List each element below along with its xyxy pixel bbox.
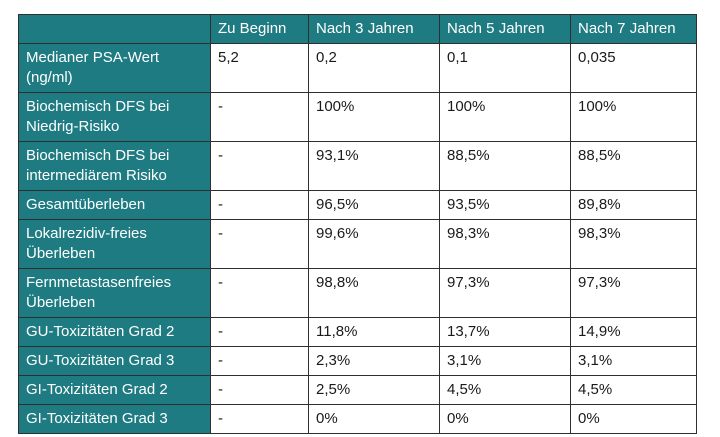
table-cell: 3,1% <box>570 346 697 376</box>
table-cell: 99,6% <box>308 219 440 269</box>
table-row: Biochemisch DFS bei Niedrig-Risiko - 100… <box>18 92 697 142</box>
corner-cell <box>18 14 211 44</box>
table-cell: 0,1 <box>439 43 571 93</box>
row-label: GU-Toxizitäten Grad 2 <box>18 317 211 347</box>
row-label: Fernmetastasenfreies Überleben <box>18 268 211 318</box>
table-cell: 0% <box>570 404 697 434</box>
table-cell: 98,8% <box>308 268 440 318</box>
table-cell: 93,1% <box>308 141 440 191</box>
row-label: GU-Toxizitäten Grad 3 <box>18 346 211 376</box>
table-cell: - <box>210 268 309 318</box>
table-cell: 3,1% <box>439 346 571 376</box>
row-label: Gesamtüberleben <box>18 190 211 220</box>
row-label: Lokalrezidiv-freies Überleben <box>18 219 211 269</box>
results-table-container: Zu Beginn Nach 3 Jahren Nach 5 Jahren Na… <box>18 14 697 434</box>
table-cell: - <box>210 317 309 347</box>
table-cell: 98,3% <box>439 219 571 269</box>
results-table: Zu Beginn Nach 3 Jahren Nach 5 Jahren Na… <box>18 14 697 434</box>
table-row: GI-Toxizitäten Grad 2 - 2,5% 4,5% 4,5% <box>18 375 697 405</box>
table-cell: - <box>210 346 309 376</box>
table-cell: 88,5% <box>570 141 697 191</box>
table-cell: - <box>210 219 309 269</box>
row-label: GI-Toxizitäten Grad 2 <box>18 375 211 405</box>
table-row: GU-Toxizitäten Grad 2 - 11,8% 13,7% 14,9… <box>18 317 697 347</box>
table-cell: 93,5% <box>439 190 571 220</box>
table-cell: 13,7% <box>439 317 571 347</box>
table-cell: - <box>210 375 309 405</box>
table-cell: 4,5% <box>570 375 697 405</box>
column-header-nach-7-jahren: Nach 7 Jahren <box>570 14 697 44</box>
table-cell: - <box>210 141 309 191</box>
table-cell: 0% <box>308 404 440 434</box>
column-header-zu-beginn: Zu Beginn <box>210 14 309 44</box>
table-row: GU-Toxizitäten Grad 3 - 2,3% 3,1% 3,1% <box>18 346 697 376</box>
table-cell: - <box>210 404 309 434</box>
table-cell: 96,5% <box>308 190 440 220</box>
table-cell: 89,8% <box>570 190 697 220</box>
table-cell: 100% <box>308 92 440 142</box>
table-row: GI-Toxizitäten Grad 3 - 0% 0% 0% <box>18 404 697 434</box>
table-cell: 0% <box>439 404 571 434</box>
table-cell: - <box>210 92 309 142</box>
table-cell: 88,5% <box>439 141 571 191</box>
table-row: Lokalrezidiv-freies Überleben - 99,6% 98… <box>18 219 697 269</box>
table-cell: 97,3% <box>439 268 571 318</box>
table-row: Biochemisch DFS bei intermediärem Risiko… <box>18 141 697 191</box>
column-header-nach-5-jahren: Nach 5 Jahren <box>439 14 571 44</box>
table-row: Fernmetastasenfreies Überleben - 98,8% 9… <box>18 268 697 318</box>
table-cell: 0,2 <box>308 43 440 93</box>
table-cell: 100% <box>439 92 571 142</box>
row-label: Biochemisch DFS bei intermediärem Risiko <box>18 141 211 191</box>
table-cell: 11,8% <box>308 317 440 347</box>
table-cell: 2,3% <box>308 346 440 376</box>
table-cell: 5,2 <box>210 43 309 93</box>
row-label: Medianer PSA-Wert (ng/ml) <box>18 43 211 93</box>
table-cell: 4,5% <box>439 375 571 405</box>
table-cell: 0,035 <box>570 43 697 93</box>
table-cell: 100% <box>570 92 697 142</box>
row-label: GI-Toxizitäten Grad 3 <box>18 404 211 434</box>
table-cell: 2,5% <box>308 375 440 405</box>
table-cell: 97,3% <box>570 268 697 318</box>
table-row: Gesamtüberleben - 96,5% 93,5% 89,8% <box>18 190 697 220</box>
table-cell: 98,3% <box>570 219 697 269</box>
header-row: Zu Beginn Nach 3 Jahren Nach 5 Jahren Na… <box>18 14 697 44</box>
table-cell: 14,9% <box>570 317 697 347</box>
table-row: Medianer PSA-Wert (ng/ml) 5,2 0,2 0,1 0,… <box>18 43 697 93</box>
table-cell: - <box>210 190 309 220</box>
row-label: Biochemisch DFS bei Niedrig-Risiko <box>18 92 211 142</box>
column-header-nach-3-jahren: Nach 3 Jahren <box>308 14 440 44</box>
